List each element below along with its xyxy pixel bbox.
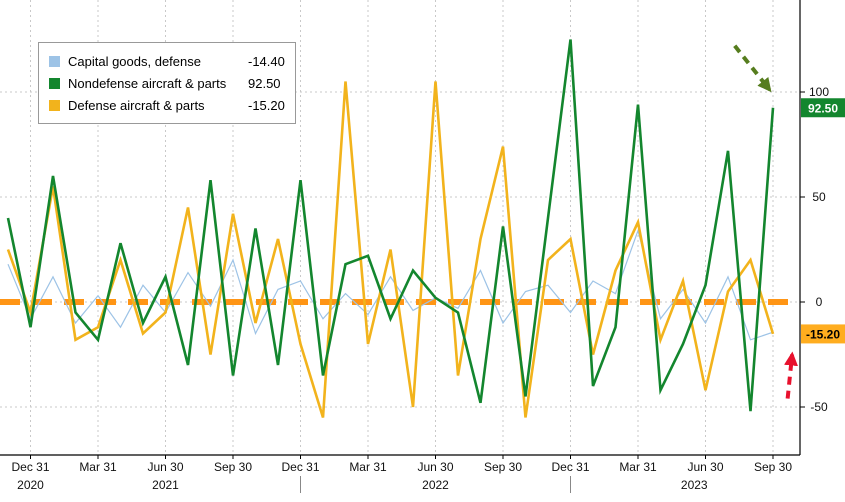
y-axis-label: -50 bbox=[810, 400, 828, 414]
legend-item-capital-goods: Capital goods, defense -14.40 bbox=[49, 50, 285, 72]
year-label: 2022 bbox=[422, 478, 449, 492]
x-axis-label: Dec 31 bbox=[551, 460, 589, 474]
x-axis-label: Sep 30 bbox=[484, 460, 522, 474]
y-axis-label: 100 bbox=[809, 85, 829, 99]
x-axis-label: Mar 31 bbox=[349, 460, 387, 474]
legend-swatch-yellow bbox=[49, 99, 60, 111]
legend-value: -15.20 bbox=[248, 97, 285, 113]
legend-label: Defense aircraft & parts bbox=[68, 97, 205, 113]
y-axis-label: 0 bbox=[816, 295, 823, 309]
x-axis-label: Dec 31 bbox=[11, 460, 49, 474]
x-axis-label: Sep 30 bbox=[754, 460, 792, 474]
legend-label: Nondefense aircraft & parts bbox=[68, 75, 227, 91]
year-label: 2023 bbox=[681, 478, 708, 492]
legend-item-nondefense-aircraft: Nondefense aircraft & parts 92.50 bbox=[49, 72, 285, 94]
x-axis-label: Mar 31 bbox=[619, 460, 657, 474]
axis-badge bbox=[801, 98, 845, 118]
legend-item-defense-aircraft: Defense aircraft & parts -15.20 bbox=[49, 94, 285, 116]
axis-badge-text: -15.20 bbox=[806, 327, 840, 341]
legend-value: 92.50 bbox=[248, 75, 281, 91]
series-nondefense-aircraft-parts bbox=[6, 39, 775, 412]
legend-swatch-blue bbox=[49, 55, 60, 67]
year-label: 2021 bbox=[152, 478, 179, 492]
year-label: 2020 bbox=[17, 478, 44, 492]
axis-badge bbox=[801, 324, 845, 344]
red-arrow bbox=[784, 351, 798, 399]
legend-value: -14.40 bbox=[248, 53, 285, 69]
x-axis-label: Mar 31 bbox=[79, 460, 117, 474]
x-axis-label: Jun 30 bbox=[417, 460, 453, 474]
series-defense-aircraft-parts bbox=[6, 81, 775, 418]
legend-swatch-green bbox=[49, 77, 60, 89]
y-axis-label: 50 bbox=[812, 190, 826, 204]
x-axis-label: Jun 30 bbox=[147, 460, 183, 474]
x-axis-label: Jun 30 bbox=[687, 460, 723, 474]
x-axis-label: Sep 30 bbox=[214, 460, 252, 474]
x-axis-label: Dec 31 bbox=[281, 460, 319, 474]
legend: Capital goods, defense -14.40 Nondefense… bbox=[38, 42, 296, 124]
axis-badge-text: 92.50 bbox=[808, 101, 838, 115]
legend-label: Capital goods, defense bbox=[68, 53, 201, 69]
green-arrow bbox=[733, 44, 772, 93]
